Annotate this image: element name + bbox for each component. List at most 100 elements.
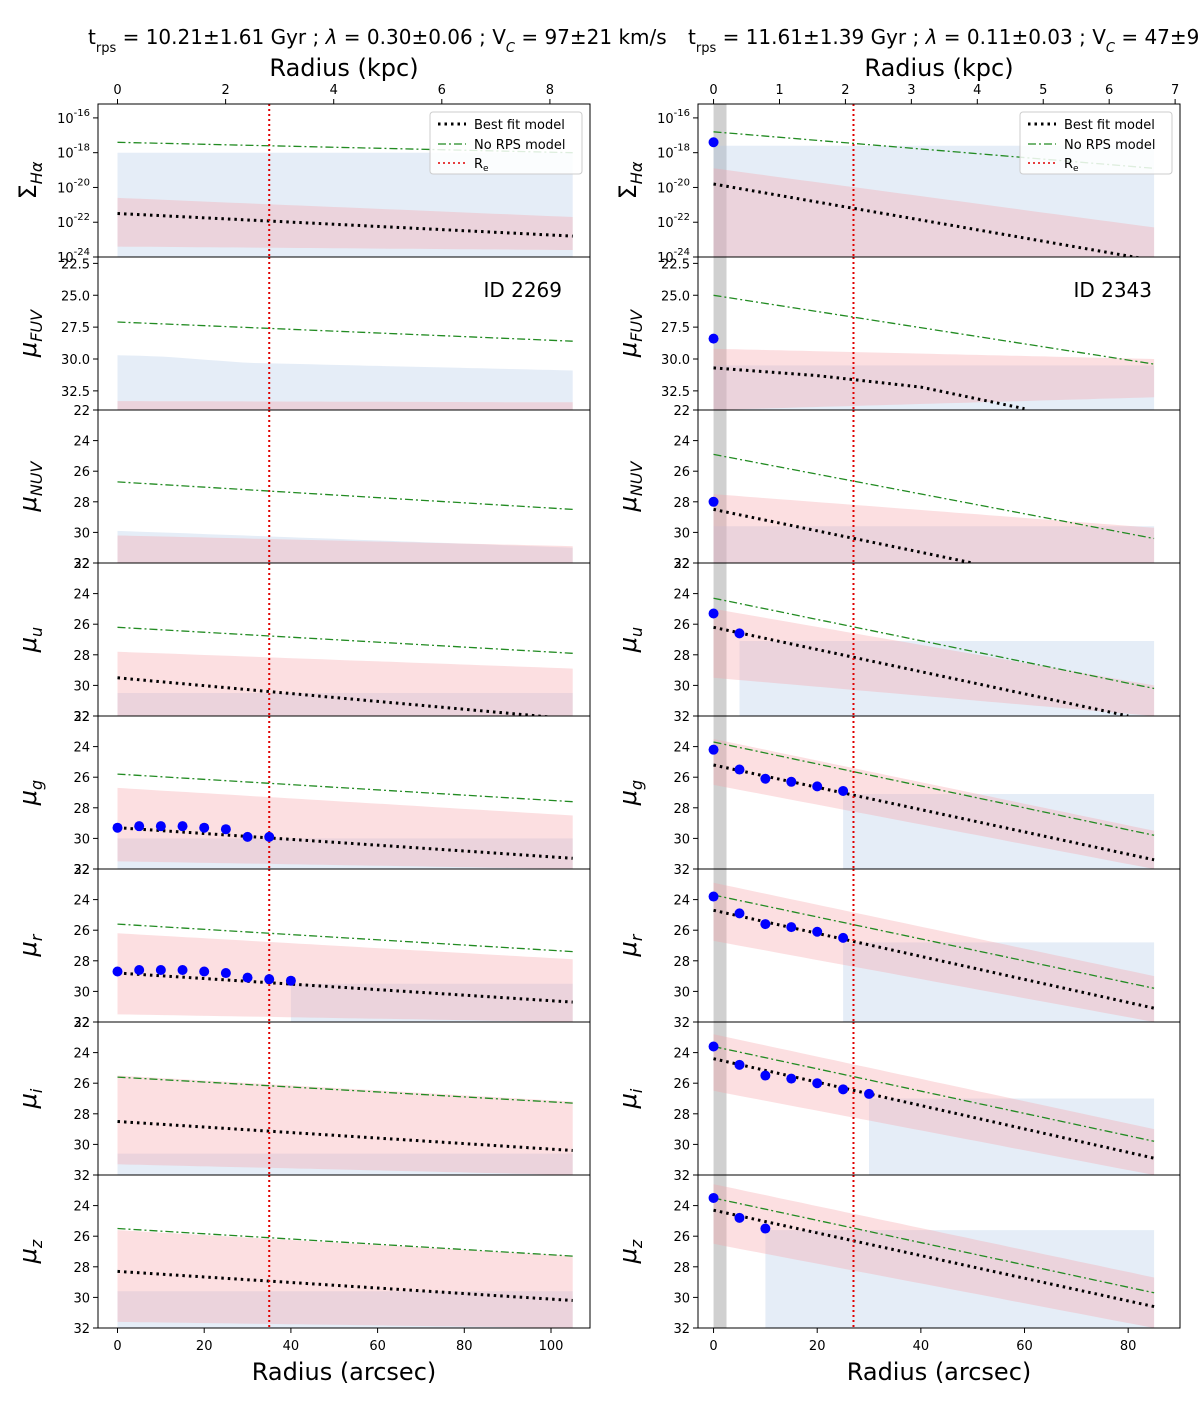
observed-band — [765, 1230, 1155, 1328]
observed-band — [117, 152, 573, 257]
panel-plot-area — [117, 257, 573, 410]
best-fit-line — [117, 971, 573, 1004]
data-point — [177, 964, 188, 975]
y-tick-label: 26 — [73, 924, 90, 939]
y-label-subscript: g — [27, 780, 46, 790]
observed-band — [739, 641, 1155, 716]
y-tick-label: 24 — [673, 588, 690, 603]
no-rps-line — [117, 321, 573, 342]
data-point — [285, 975, 296, 986]
no-rps-line — [117, 481, 573, 511]
best-fit-line — [117, 676, 556, 716]
y-tick-label: 10-20 — [57, 177, 90, 196]
y-label-subscript: g — [627, 780, 646, 790]
y-tick-label: 32.5 — [661, 385, 690, 400]
top-x-tick-label: 5 — [1039, 83, 1047, 98]
no-rps-line — [117, 773, 573, 803]
y-tick-label: 10-24 — [57, 247, 90, 266]
y-tick-label: 10-22 — [657, 212, 690, 231]
data-point — [812, 1078, 823, 1089]
y-tick-label: 22 — [673, 557, 690, 572]
x-tick-label: 80 — [456, 1339, 473, 1354]
x-tick-label: 80 — [1120, 1339, 1137, 1354]
legend-best-fit-label: Best fit model — [474, 118, 565, 133]
y-label-symbol: μ — [14, 1093, 42, 1109]
data-point — [760, 1223, 771, 1234]
y-tick-label: 24 — [73, 1047, 90, 1062]
data-point — [242, 831, 253, 842]
y-tick-label: 32 — [73, 1169, 90, 1184]
no-rps-line — [713, 741, 1155, 836]
data-point — [264, 831, 275, 842]
prediction-band — [713, 882, 1155, 1022]
top-x-tick-label: 7 — [1171, 83, 1179, 98]
y-tick-label: 26 — [673, 1230, 690, 1245]
best-fit-line — [117, 1120, 573, 1152]
y-tick-label: 30 — [73, 985, 90, 1000]
y-tick-label: 10-18 — [657, 143, 690, 162]
top-x-tick-label: 0 — [709, 83, 717, 98]
data-point — [220, 968, 231, 979]
panel-frame — [97, 1174, 591, 1329]
y-label-symbol: μ — [614, 1093, 642, 1109]
y-axis-label: μFUV — [614, 309, 646, 358]
y-label-symbol: Σ — [614, 184, 642, 199]
header-part: = 47±9 km/s — [1115, 25, 1200, 49]
y-tick-label: 28 — [673, 1108, 690, 1123]
y-tick-label: 30 — [673, 679, 690, 694]
y-tick-label: 28 — [673, 496, 690, 511]
legend-no-rps-label: No RPS model — [1064, 138, 1156, 153]
y-tick-label: 26 — [673, 618, 690, 633]
center-shade — [713, 1175, 727, 1328]
no-rps-line — [117, 1227, 573, 1257]
y-tick-label: 10-18 — [57, 143, 90, 162]
y-label-symbol: μ — [14, 342, 42, 358]
y-tick-label: 30 — [673, 985, 690, 1000]
y-tick-label: 24 — [673, 741, 690, 756]
y-axis-label: ΣHα — [14, 161, 46, 199]
y-tick-exp: -16 — [74, 108, 90, 119]
x-tick-label: 0 — [709, 1339, 717, 1354]
y-tick-exp: -18 — [674, 143, 690, 154]
prediction-band — [117, 787, 573, 869]
y-tick-label: 32 — [73, 1016, 90, 1031]
y-tick-label: 28 — [73, 1261, 90, 1276]
prediction-band — [117, 933, 573, 1022]
no-rps-line — [713, 894, 1155, 989]
y-tick-base: 10 — [57, 147, 74, 162]
panel-plot-area — [708, 1175, 1155, 1328]
y-tick-label: 25.0 — [61, 289, 90, 304]
y-tick-label: 32 — [673, 863, 690, 878]
top-x-tick-label: 2 — [221, 83, 229, 98]
y-label-subscript: NUV — [27, 460, 46, 496]
data-point — [708, 608, 719, 619]
center-shade — [713, 716, 727, 869]
y-label-subscript: Hα — [27, 161, 46, 184]
y-tick-label: 32 — [673, 710, 690, 725]
y-tick-base: 10 — [57, 216, 74, 231]
y-axis-label: μFUV — [14, 309, 46, 358]
y-tick-label: 30 — [73, 526, 90, 541]
observed-band — [843, 942, 1155, 1022]
bottom-axis-label: Radius (arcsec) — [847, 1358, 1032, 1386]
prediction-band — [117, 535, 573, 563]
y-tick-label: 28 — [673, 802, 690, 817]
y-axis-label: μi — [614, 1088, 646, 1109]
top-x-tick-label: 1 — [775, 83, 783, 98]
data-point — [734, 1212, 745, 1223]
y-axis-label: μz — [614, 1239, 646, 1264]
y-tick-label: 26 — [73, 1077, 90, 1092]
y-tick-label: 10-16 — [57, 108, 90, 127]
header-part: t — [88, 25, 96, 49]
y-tick-label: 24 — [73, 435, 90, 450]
y-tick-base: 10 — [657, 216, 674, 231]
panel-r: 24 26 28 30 32 μr — [614, 868, 1181, 1031]
y-tick-label: 32 — [673, 1016, 690, 1031]
no-rps-line — [117, 1076, 573, 1104]
y-tick-label: 22.5 — [61, 257, 90, 272]
panel-i: 24 26 28 30 32 μi — [614, 1021, 1181, 1184]
y-label-symbol: μ — [614, 790, 642, 806]
x-tick-label: 20 — [196, 1339, 213, 1354]
header-part: λ — [325, 25, 338, 49]
